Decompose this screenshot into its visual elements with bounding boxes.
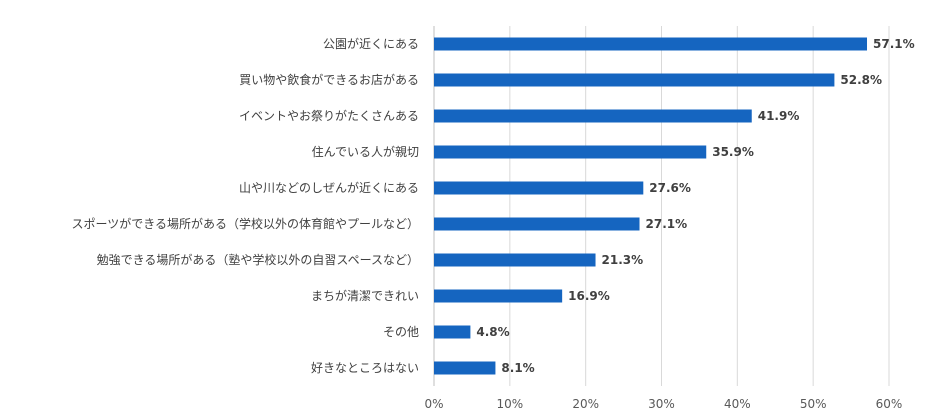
bar	[434, 181, 644, 195]
x-tick-label: 40%	[724, 397, 751, 411]
category-label: 山や川などのしぜんが近くにある	[239, 180, 419, 195]
value-label: 35.9%	[712, 145, 754, 159]
category-label: イベントやお祭りがたくさんある	[239, 108, 419, 123]
x-tick-label: 10%	[496, 397, 523, 411]
value-label: 4.8%	[476, 325, 509, 339]
category-label: その他	[383, 325, 419, 339]
bars	[434, 37, 868, 375]
value-label: 16.9%	[568, 289, 610, 303]
category-label: 住んでいる人が親切	[312, 144, 419, 159]
value-label: 21.3%	[602, 253, 644, 267]
value-label: 8.1%	[501, 361, 534, 375]
value-label: 57.1%	[873, 37, 915, 51]
x-tick-label: 30%	[648, 397, 675, 411]
bar	[434, 361, 496, 375]
category-label: 公園が近くにある	[323, 36, 419, 51]
value-label: 27.1%	[646, 217, 688, 231]
bar	[434, 145, 707, 159]
bar	[434, 217, 640, 231]
category-label: まちが清潔できれい	[311, 288, 419, 303]
value-label: 52.8%	[840, 73, 882, 87]
category-label: 好きなところはない	[311, 361, 419, 375]
bar	[434, 253, 596, 267]
x-tick-label: 0%	[424, 397, 443, 411]
value-label: 27.6%	[649, 181, 691, 195]
bar	[434, 325, 471, 339]
bar	[434, 109, 752, 123]
category-labels: 公園が近くにある買い物や飲食ができるお店があるイベントやお祭りがたくさんある住ん…	[71, 36, 419, 375]
value-labels: 57.1% 52.8% 41.9% 35.9% 27.6% 27.1% 21.3% 16.9%…	[476, 37, 914, 375]
x-tick-label: 20%	[572, 397, 599, 411]
category-label: 買い物や飲食ができるお店がある	[239, 72, 419, 87]
bar	[434, 73, 835, 87]
x-axis-ticks: 0% 10% 20% 30% 40% 50% 60%	[424, 397, 902, 411]
category-label: スポーツができる場所がある（学校以外の体育館やプールなど）	[71, 216, 419, 231]
x-tick-label: 50%	[800, 397, 827, 411]
bar	[434, 37, 868, 51]
bar	[434, 289, 563, 303]
category-label: 勉強できる場所がある（塾や学校以外の自習スペースなど）	[97, 252, 419, 267]
x-tick-label: 60%	[876, 397, 903, 411]
value-label: 41.9%	[758, 109, 800, 123]
